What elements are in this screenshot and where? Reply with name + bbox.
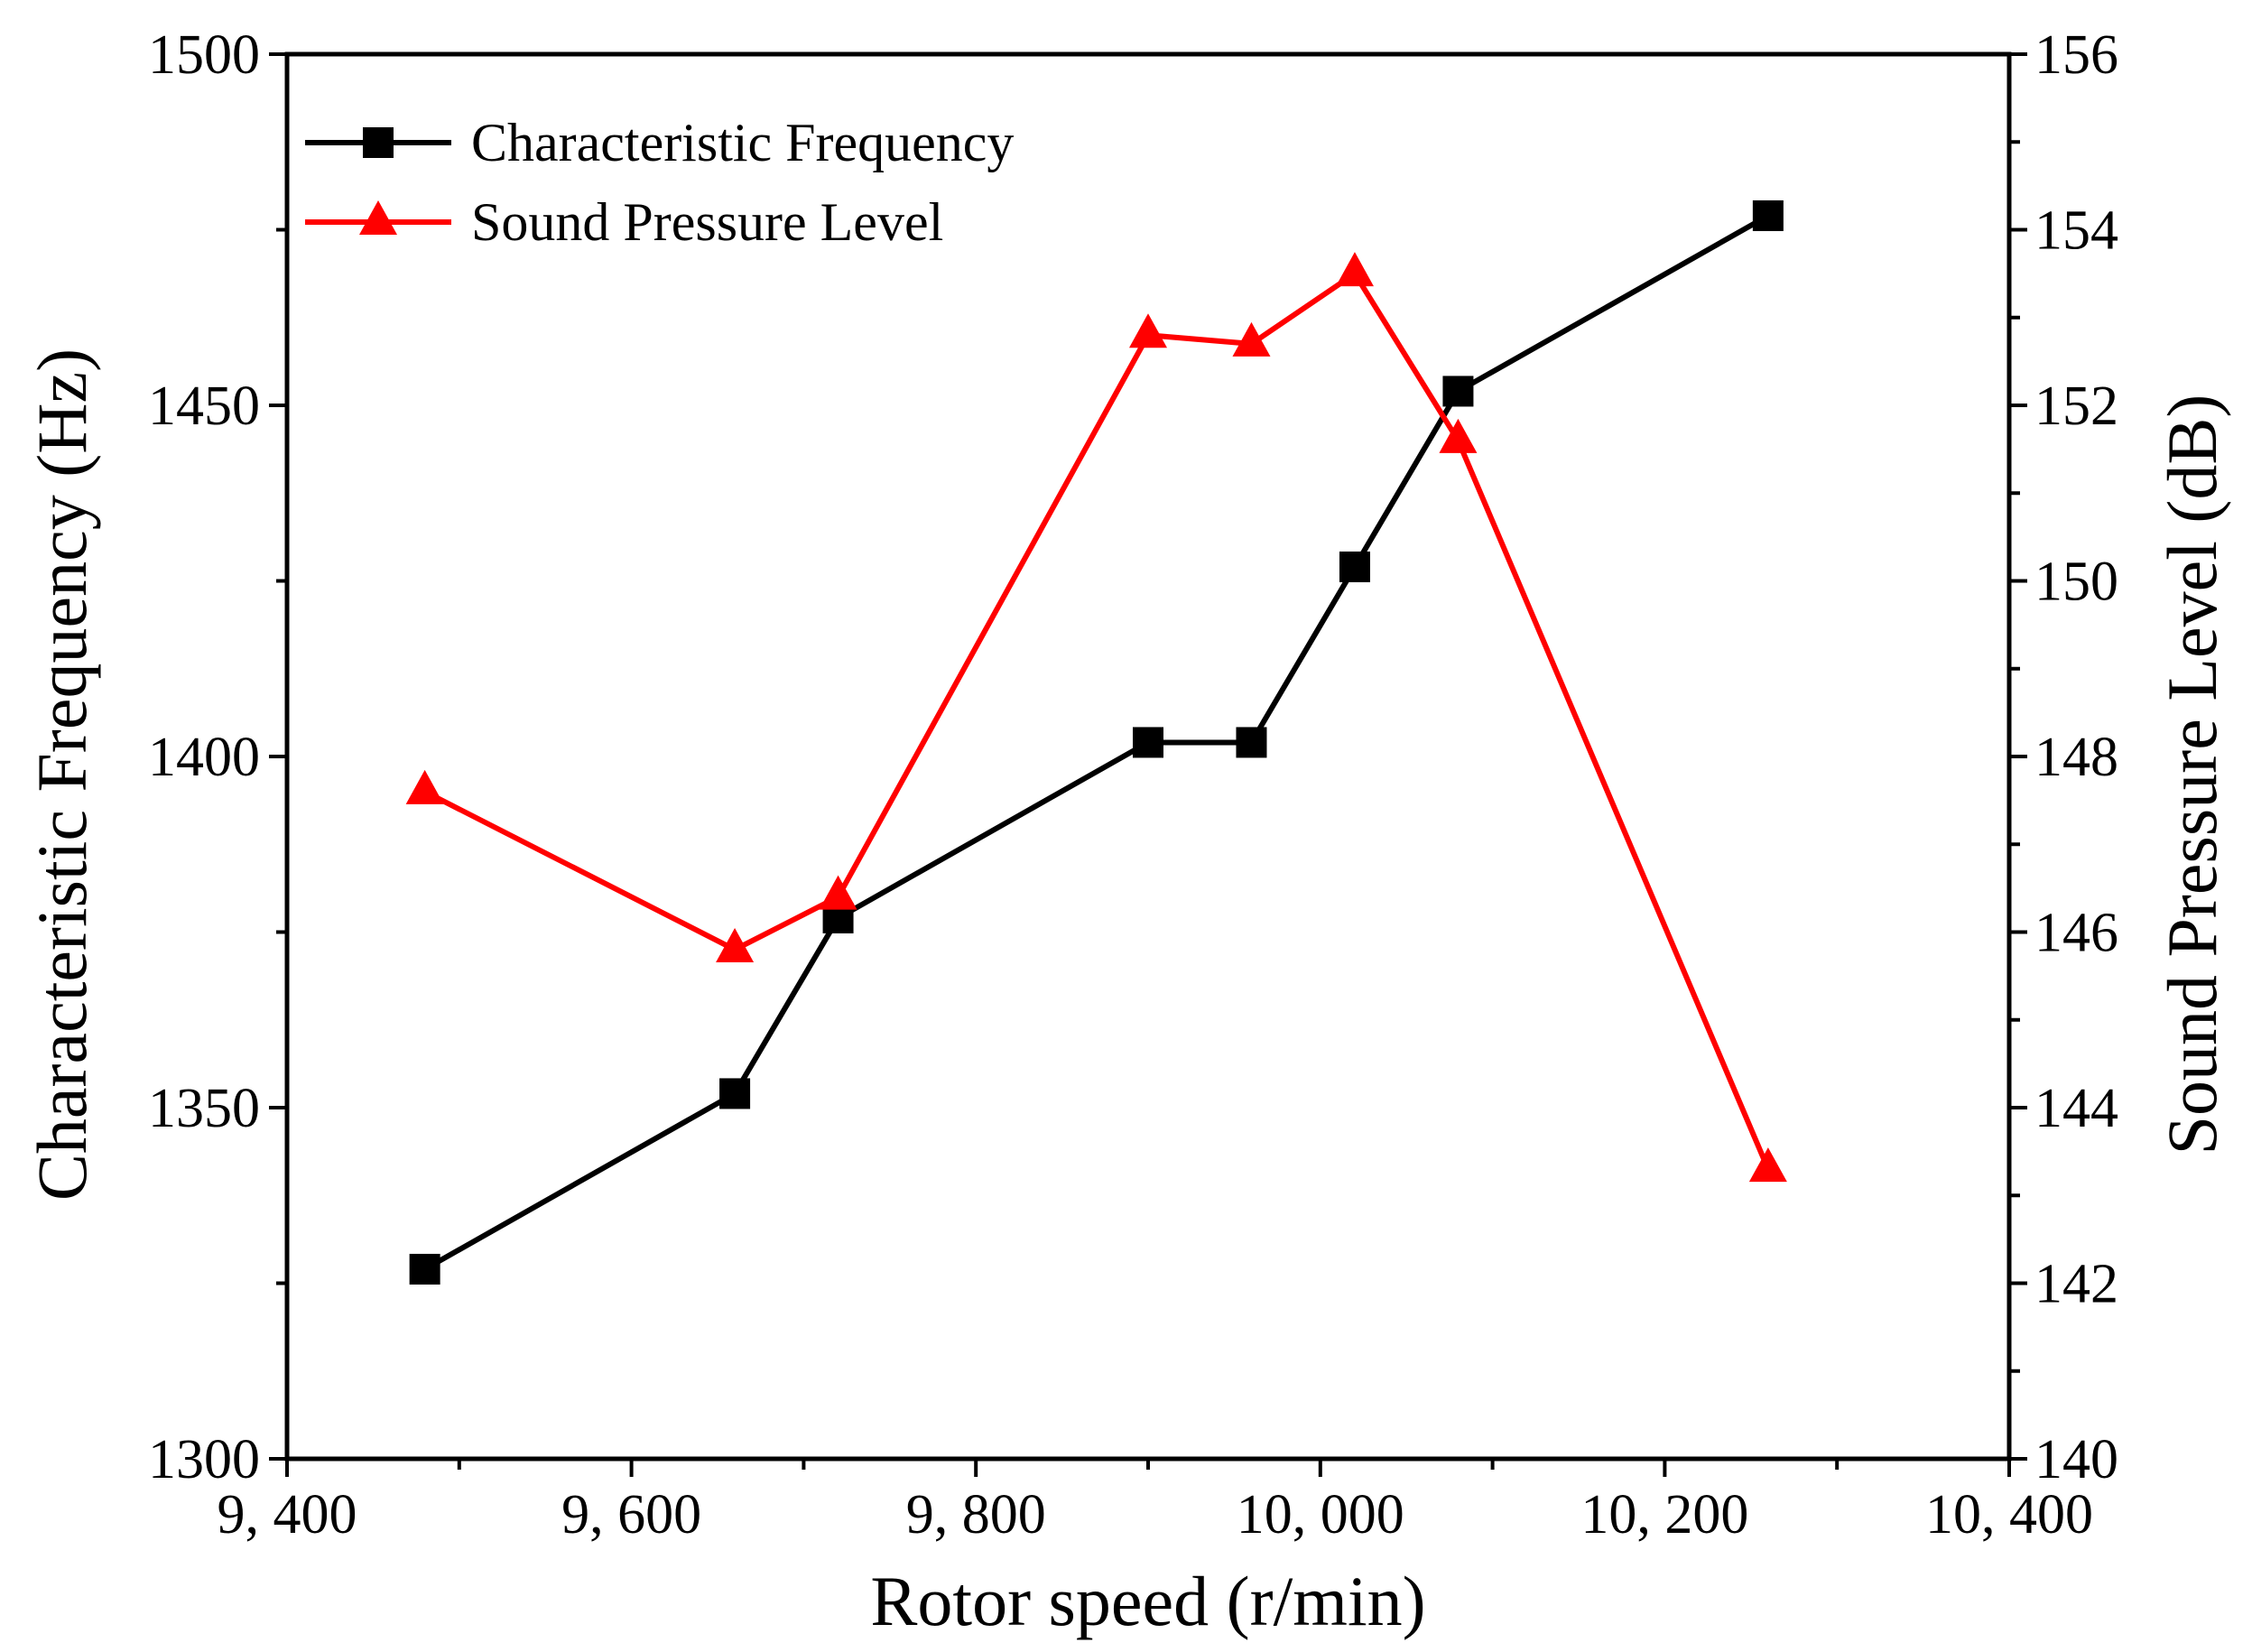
y-axis-right-title: Sound Pressure Level (dB)	[2153, 394, 2231, 1155]
y-right-tick-label: 154	[2034, 200, 2118, 262]
x-tick-label: 9, 800	[906, 1484, 1046, 1545]
y-right-tick-label: 152	[2034, 376, 2118, 437]
characteristic-frequency-point	[1339, 551, 1370, 582]
characteristic-frequency-point	[1133, 727, 1163, 758]
x-tick-label: 10, 400	[1925, 1484, 2093, 1545]
characteristic-frequency-point	[719, 1078, 751, 1109]
x-axis-title: Rotor speed (r/min)	[870, 1562, 1425, 1640]
y-right-tick-label: 144	[2034, 1078, 2118, 1139]
y-axis-left-title: Characteristic Frequency (Hz)	[23, 348, 101, 1201]
sound-pressure-level-point	[1748, 1147, 1787, 1183]
y-right-tick-label: 150	[2034, 552, 2118, 613]
sound-pressure-level-point	[819, 875, 857, 910]
sound-pressure-level-point	[1232, 321, 1271, 357]
y-right-tick-label: 146	[2034, 903, 2118, 964]
characteristic-frequency-point	[1236, 727, 1267, 758]
characteristic-frequency-line	[423, 213, 1770, 1272]
sound-pressure-level-point	[1439, 418, 1478, 453]
series-layer	[405, 200, 1787, 1285]
y-left-tick-label: 1450	[148, 376, 260, 437]
y-right-tick-label: 140	[2034, 1429, 2118, 1490]
x-tick-label: 9, 400	[218, 1484, 357, 1545]
x-tick-label: 9, 600	[561, 1484, 701, 1545]
sound-pressure-level-point	[1129, 313, 1167, 348]
sound-pressure-level-point	[405, 769, 444, 804]
legend-characteristic-frequency-label: Characteristic Frequency	[471, 113, 1014, 172]
sound-pressure-level-point	[716, 927, 755, 962]
y-right-tick-label: 148	[2034, 727, 2118, 788]
y-left-tick-label: 1300	[148, 1429, 260, 1490]
legend-characteristic-frequency-marker	[363, 127, 394, 158]
sound-pressure-level-line	[423, 271, 1771, 1171]
x-tick-label: 10, 200	[1580, 1484, 1748, 1545]
y-left-tick-label: 1350	[148, 1078, 260, 1139]
x-tick-label: 10, 000	[1237, 1484, 1404, 1545]
legend-sound-pressure-level-marker	[359, 200, 397, 235]
characteristic-frequency-point	[409, 1253, 440, 1285]
axes-layer: 9, 400 9, 600 9, 800 10, 000 10, 200 10, 4001…	[148, 24, 2118, 1545]
y-left-tick-label: 1400	[148, 727, 260, 788]
y-left-tick-label: 1500	[148, 24, 260, 86]
characteristic-frequency-point	[1442, 376, 1474, 407]
legend: Characteristic Frequency Sound Pressure L…	[305, 113, 1014, 252]
y-right-tick-label: 142	[2034, 1254, 2118, 1315]
y-right-tick-label: 156	[2034, 24, 2118, 86]
legend-sound-pressure-level-label: Sound Pressure Level	[471, 192, 943, 252]
characteristic-frequency-point	[1752, 200, 1784, 231]
sound-pressure-level-point	[1335, 252, 1374, 287]
